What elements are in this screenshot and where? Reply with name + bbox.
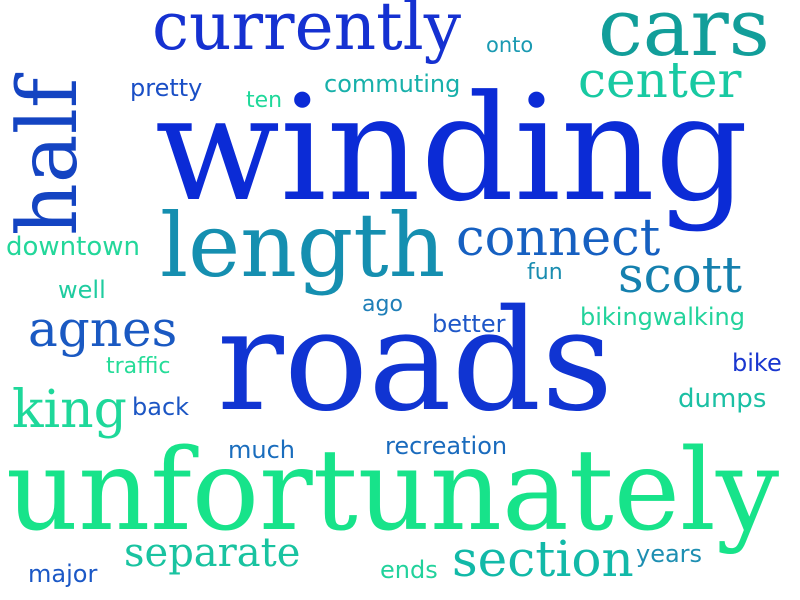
word-well: well: [58, 276, 106, 304]
word-section: section: [452, 530, 634, 588]
word-scott: scott: [618, 246, 742, 304]
word-better: better: [432, 310, 506, 338]
word-unfortunately: unfortunately: [6, 426, 780, 556]
word-winding: winding: [155, 64, 749, 234]
word-ten: ten: [246, 88, 283, 113]
word-onto: onto: [486, 33, 534, 57]
word-agnes: agnes: [28, 300, 178, 358]
word-roads: roads: [217, 280, 614, 443]
word-king: king: [12, 380, 127, 440]
word-dumps: dumps: [678, 384, 767, 414]
word-bikingwalking: bikingwalking: [580, 303, 745, 331]
word-major: major: [28, 560, 98, 588]
word-length: length: [160, 194, 446, 297]
word-separate: separate: [124, 530, 301, 576]
word-cars: cars: [598, 0, 770, 74]
word-ago: ago: [362, 292, 403, 317]
word-currently: currently: [152, 0, 462, 65]
word-commuting: commuting: [324, 70, 461, 98]
word-pretty: pretty: [130, 74, 203, 102]
word-connect: connect: [456, 209, 661, 268]
word-traffic: traffic: [106, 354, 171, 379]
word-bike: bike: [732, 349, 782, 377]
word-half: half: [1, 77, 96, 236]
word-center: center: [578, 51, 742, 109]
word-much: much: [228, 436, 295, 464]
word-downtown: downtown: [6, 232, 140, 262]
word-back: back: [132, 393, 190, 421]
word-ends: ends: [380, 556, 438, 584]
word-fun: fun: [527, 260, 563, 285]
word-recreation: recreation: [385, 432, 508, 460]
word-years: years: [636, 540, 703, 568]
